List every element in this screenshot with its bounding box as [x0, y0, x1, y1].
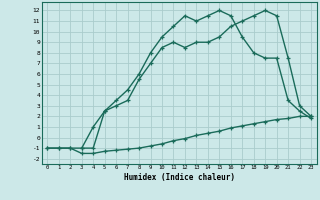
X-axis label: Humidex (Indice chaleur): Humidex (Indice chaleur) — [124, 173, 235, 182]
